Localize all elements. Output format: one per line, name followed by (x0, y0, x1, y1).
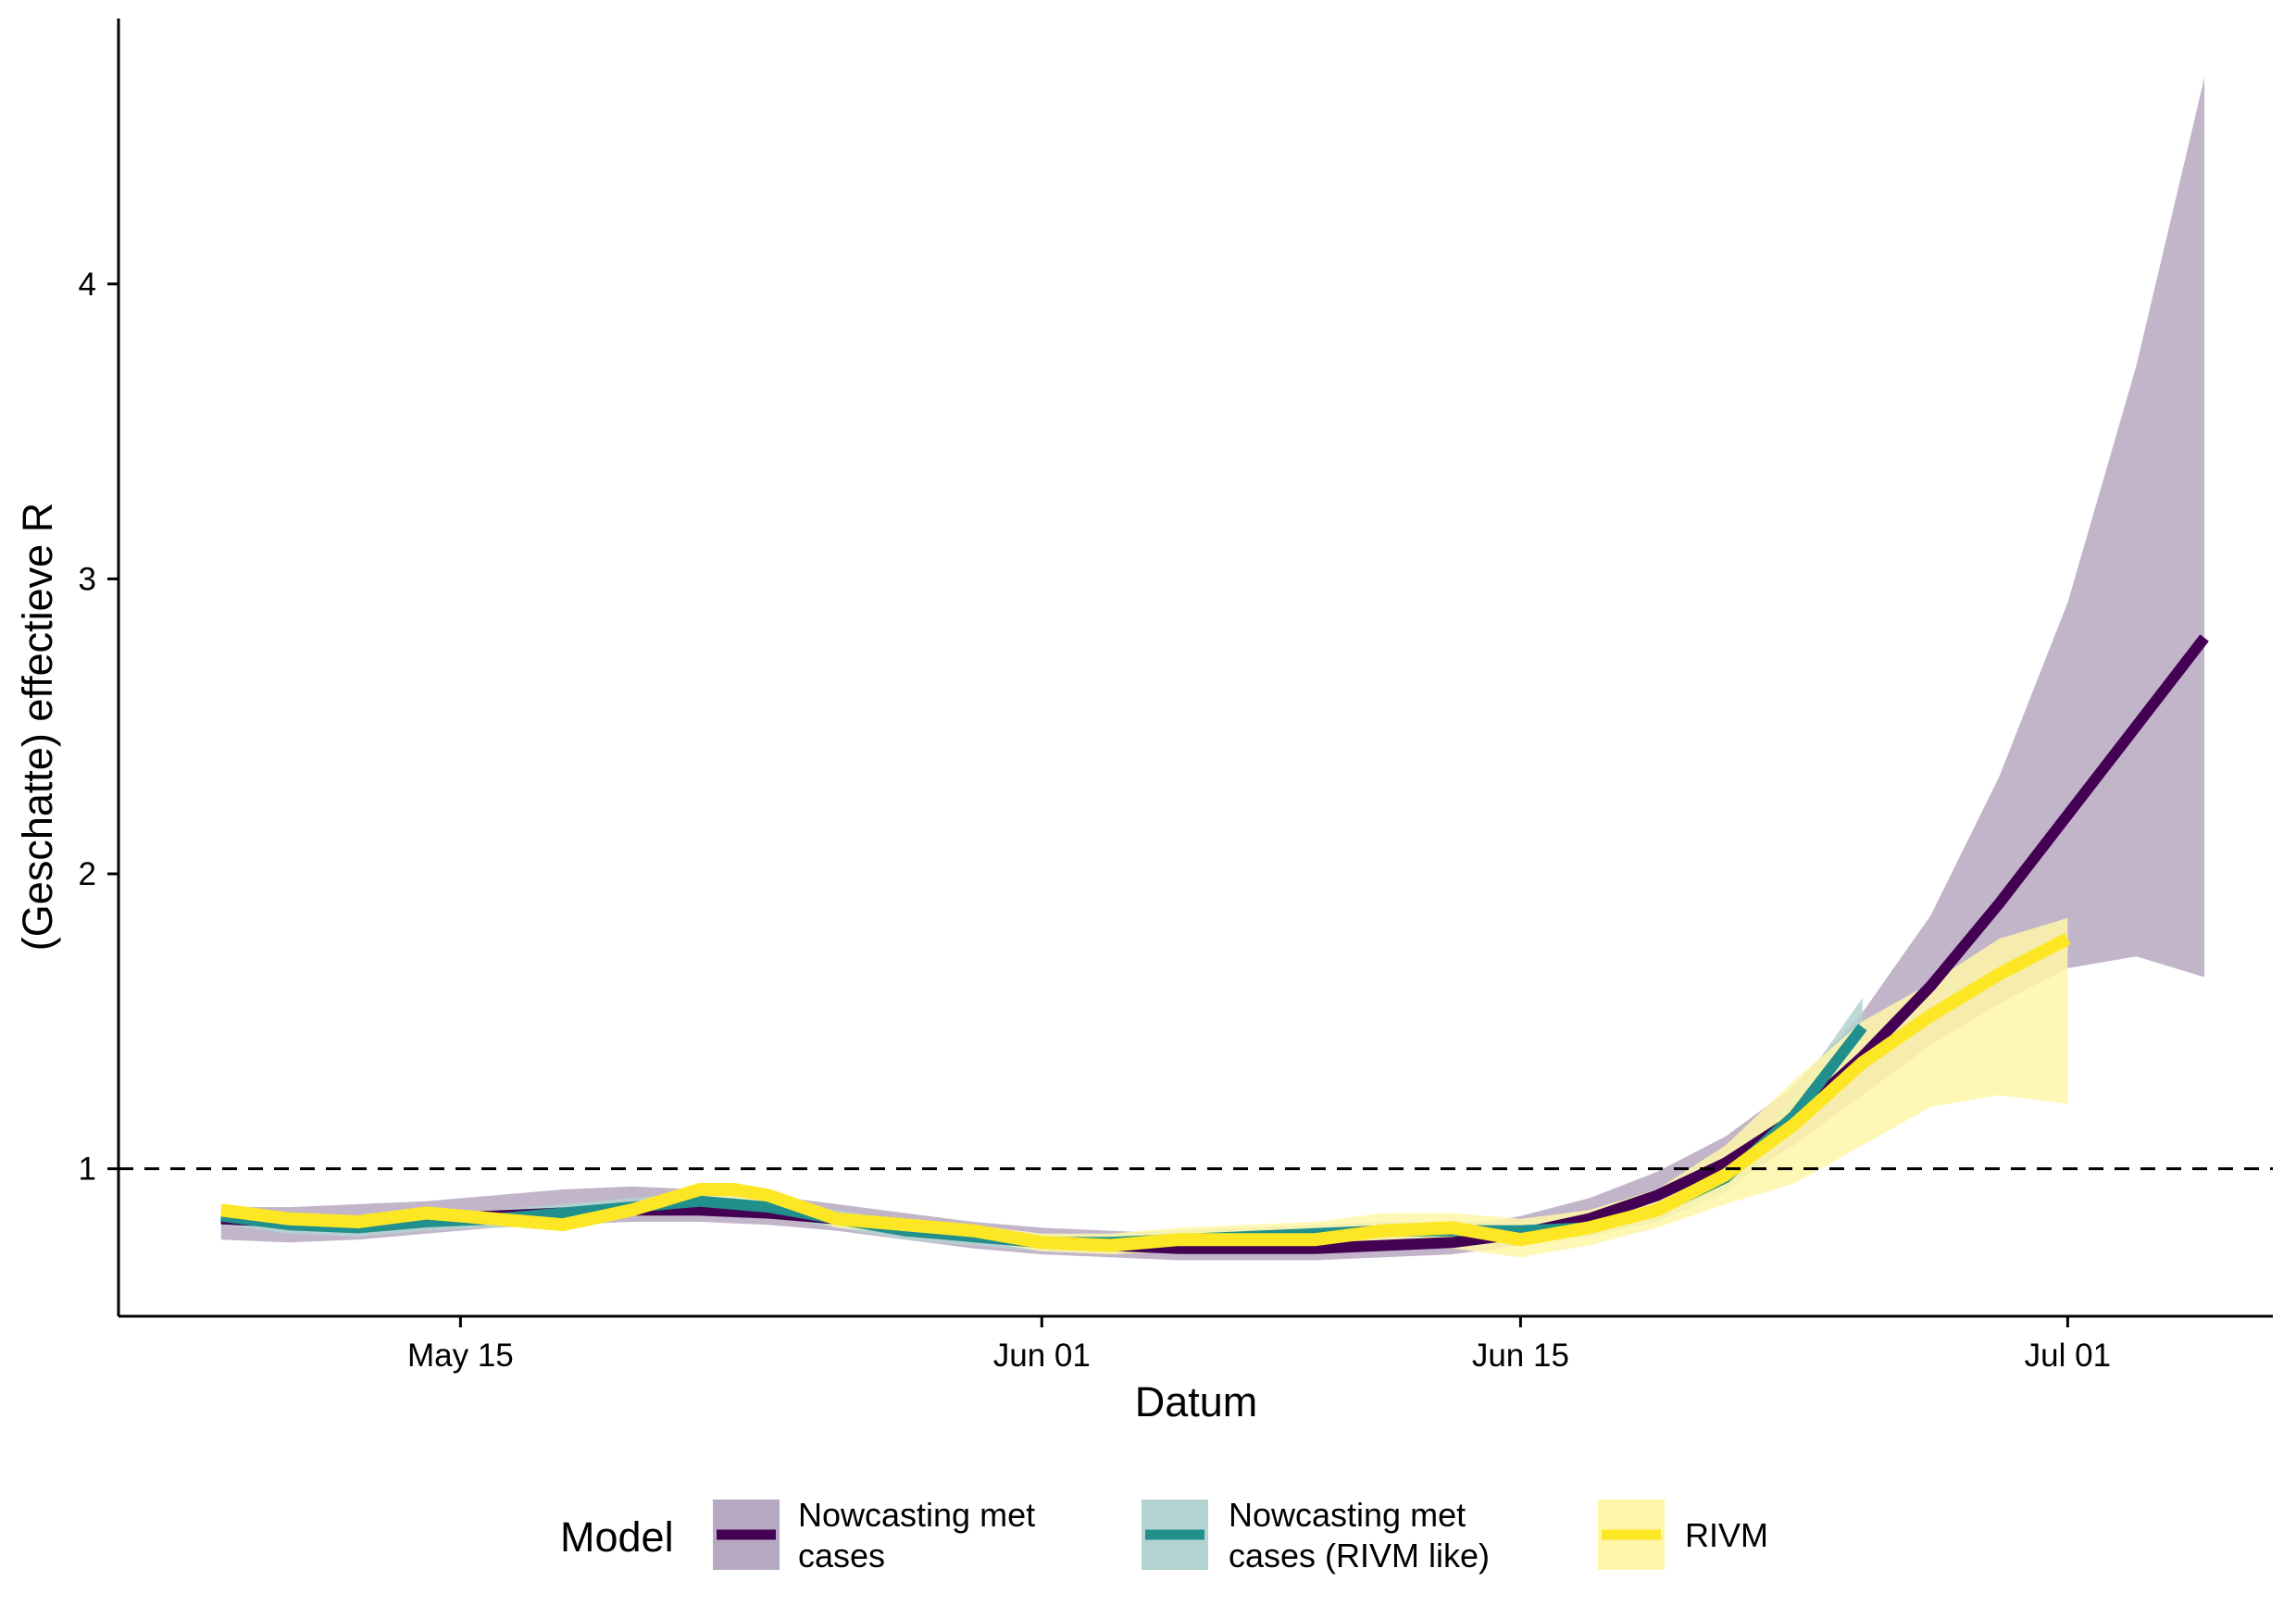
y-tick-label: 4 (79, 267, 96, 303)
x-tick-label: May 15 (407, 1338, 514, 1374)
legend-label: cases (798, 1537, 885, 1574)
series-lines (219, 634, 2209, 1254)
x-tick-label: Jun 01 (993, 1338, 1091, 1374)
legend-label: cases (RIVM like) (1229, 1537, 1490, 1574)
legend-label: Nowcasting met (1229, 1496, 1466, 1534)
legend-title: Model (560, 1513, 674, 1561)
x-axis-title: Datum (1135, 1378, 1258, 1425)
line-series-3 (219, 932, 2071, 1252)
x-axis-ticks: May 15 Jun 01 Jun 15 Jul 01 (407, 1316, 2111, 1374)
y-tick-label: 1 (79, 1151, 96, 1188)
legend-label: RIVM (1685, 1516, 1768, 1554)
y-tick-label: 3 (79, 561, 96, 597)
legend-label: Nowcasting met (798, 1496, 1035, 1534)
y-axis-title: (Geschatte) effectieve R (14, 503, 61, 951)
x-tick-label: Jun 15 (1472, 1338, 1569, 1374)
x-tick-label: Jul 01 (2025, 1338, 2111, 1374)
y-tick-label: 2 (79, 856, 96, 892)
y-axis-ticks: 1 2 3 4 (79, 267, 119, 1188)
